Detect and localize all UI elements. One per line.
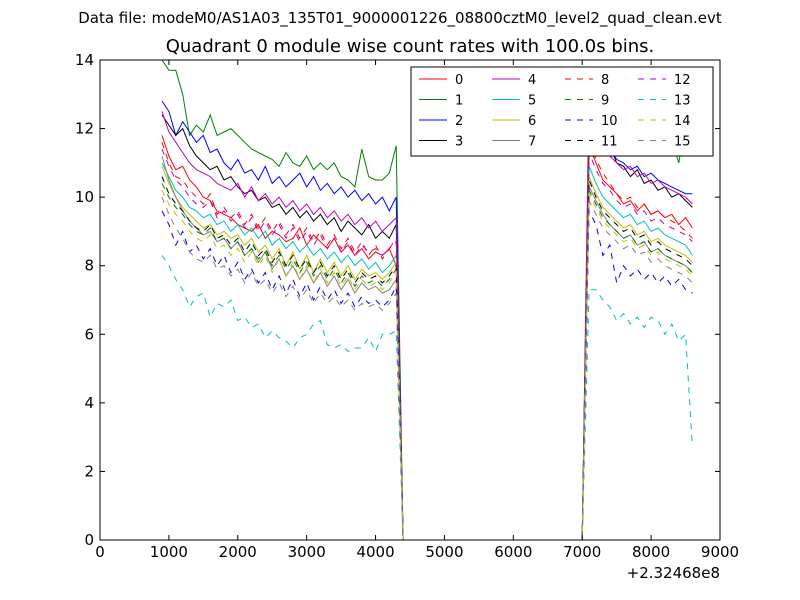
legend-label-11: 11: [601, 135, 618, 150]
legend-label-9: 9: [601, 94, 609, 109]
series-line-14: [161, 190, 693, 540]
y-tick-label: 14: [75, 51, 94, 69]
legend-label-7: 7: [528, 135, 536, 150]
series-line-8: [161, 142, 693, 540]
y-tick-label: 12: [75, 120, 94, 138]
series-layer: [161, 60, 693, 540]
series-line-12: [161, 148, 693, 540]
legend-label-0: 0: [455, 73, 463, 88]
series-line-0: [161, 135, 693, 540]
figure-suptitle: Data file: modeM0/AS1A03_135T01_90000012…: [78, 9, 722, 27]
y-tick-label: 10: [75, 188, 94, 206]
axis-layer: 0 1000 2000 3000 4000 5000 6000 7000 8000 9000 0 2 4…: [75, 51, 739, 582]
x-tick-label: 3000: [288, 543, 326, 561]
y-tick-label: 8: [84, 257, 94, 275]
x-tick-label: 6000: [494, 543, 532, 561]
legend-label-6: 6: [528, 114, 536, 129]
legend-label-2: 2: [455, 114, 463, 129]
legend-label-15: 15: [674, 135, 691, 150]
y-tick-label: 6: [84, 325, 94, 343]
x-tick-label: 7000: [563, 543, 601, 561]
x-tick-label: 4000: [356, 543, 394, 561]
legend-label-1: 1: [455, 94, 463, 109]
series-line-9: [161, 183, 693, 540]
legend-label-12: 12: [674, 73, 691, 88]
y-tick-label: 2: [84, 462, 94, 480]
legend-label-3: 3: [455, 135, 463, 150]
chart-title: Quadrant 0 module wise count rates with …: [165, 36, 655, 57]
series-line-6: [161, 166, 693, 540]
x-axis-offset-label: +2.32468e8: [627, 564, 720, 582]
legend-label-8: 8: [601, 73, 609, 88]
legend-label-4: 4: [528, 73, 536, 88]
y-tick-label: 4: [84, 394, 94, 412]
series-line-5: [161, 162, 693, 540]
legend-box: [410, 66, 714, 157]
x-tick-label: 9000: [701, 543, 739, 561]
legend-label-10: 10: [601, 114, 618, 129]
x-tick-label: 0: [95, 543, 105, 561]
series-line-10: [161, 210, 693, 540]
x-tick-label: 1000: [150, 543, 188, 561]
series-line-15: [161, 196, 693, 540]
x-tick-label: 8000: [632, 543, 670, 561]
legend-label-5: 5: [528, 94, 536, 109]
legend-label-13: 13: [674, 94, 691, 109]
legend-label-14: 14: [674, 114, 691, 129]
x-tick-label: 2000: [219, 543, 257, 561]
x-tick-label: 5000: [425, 543, 463, 561]
plot-frame: [99, 59, 721, 541]
y-tick-label: 0: [84, 531, 94, 549]
